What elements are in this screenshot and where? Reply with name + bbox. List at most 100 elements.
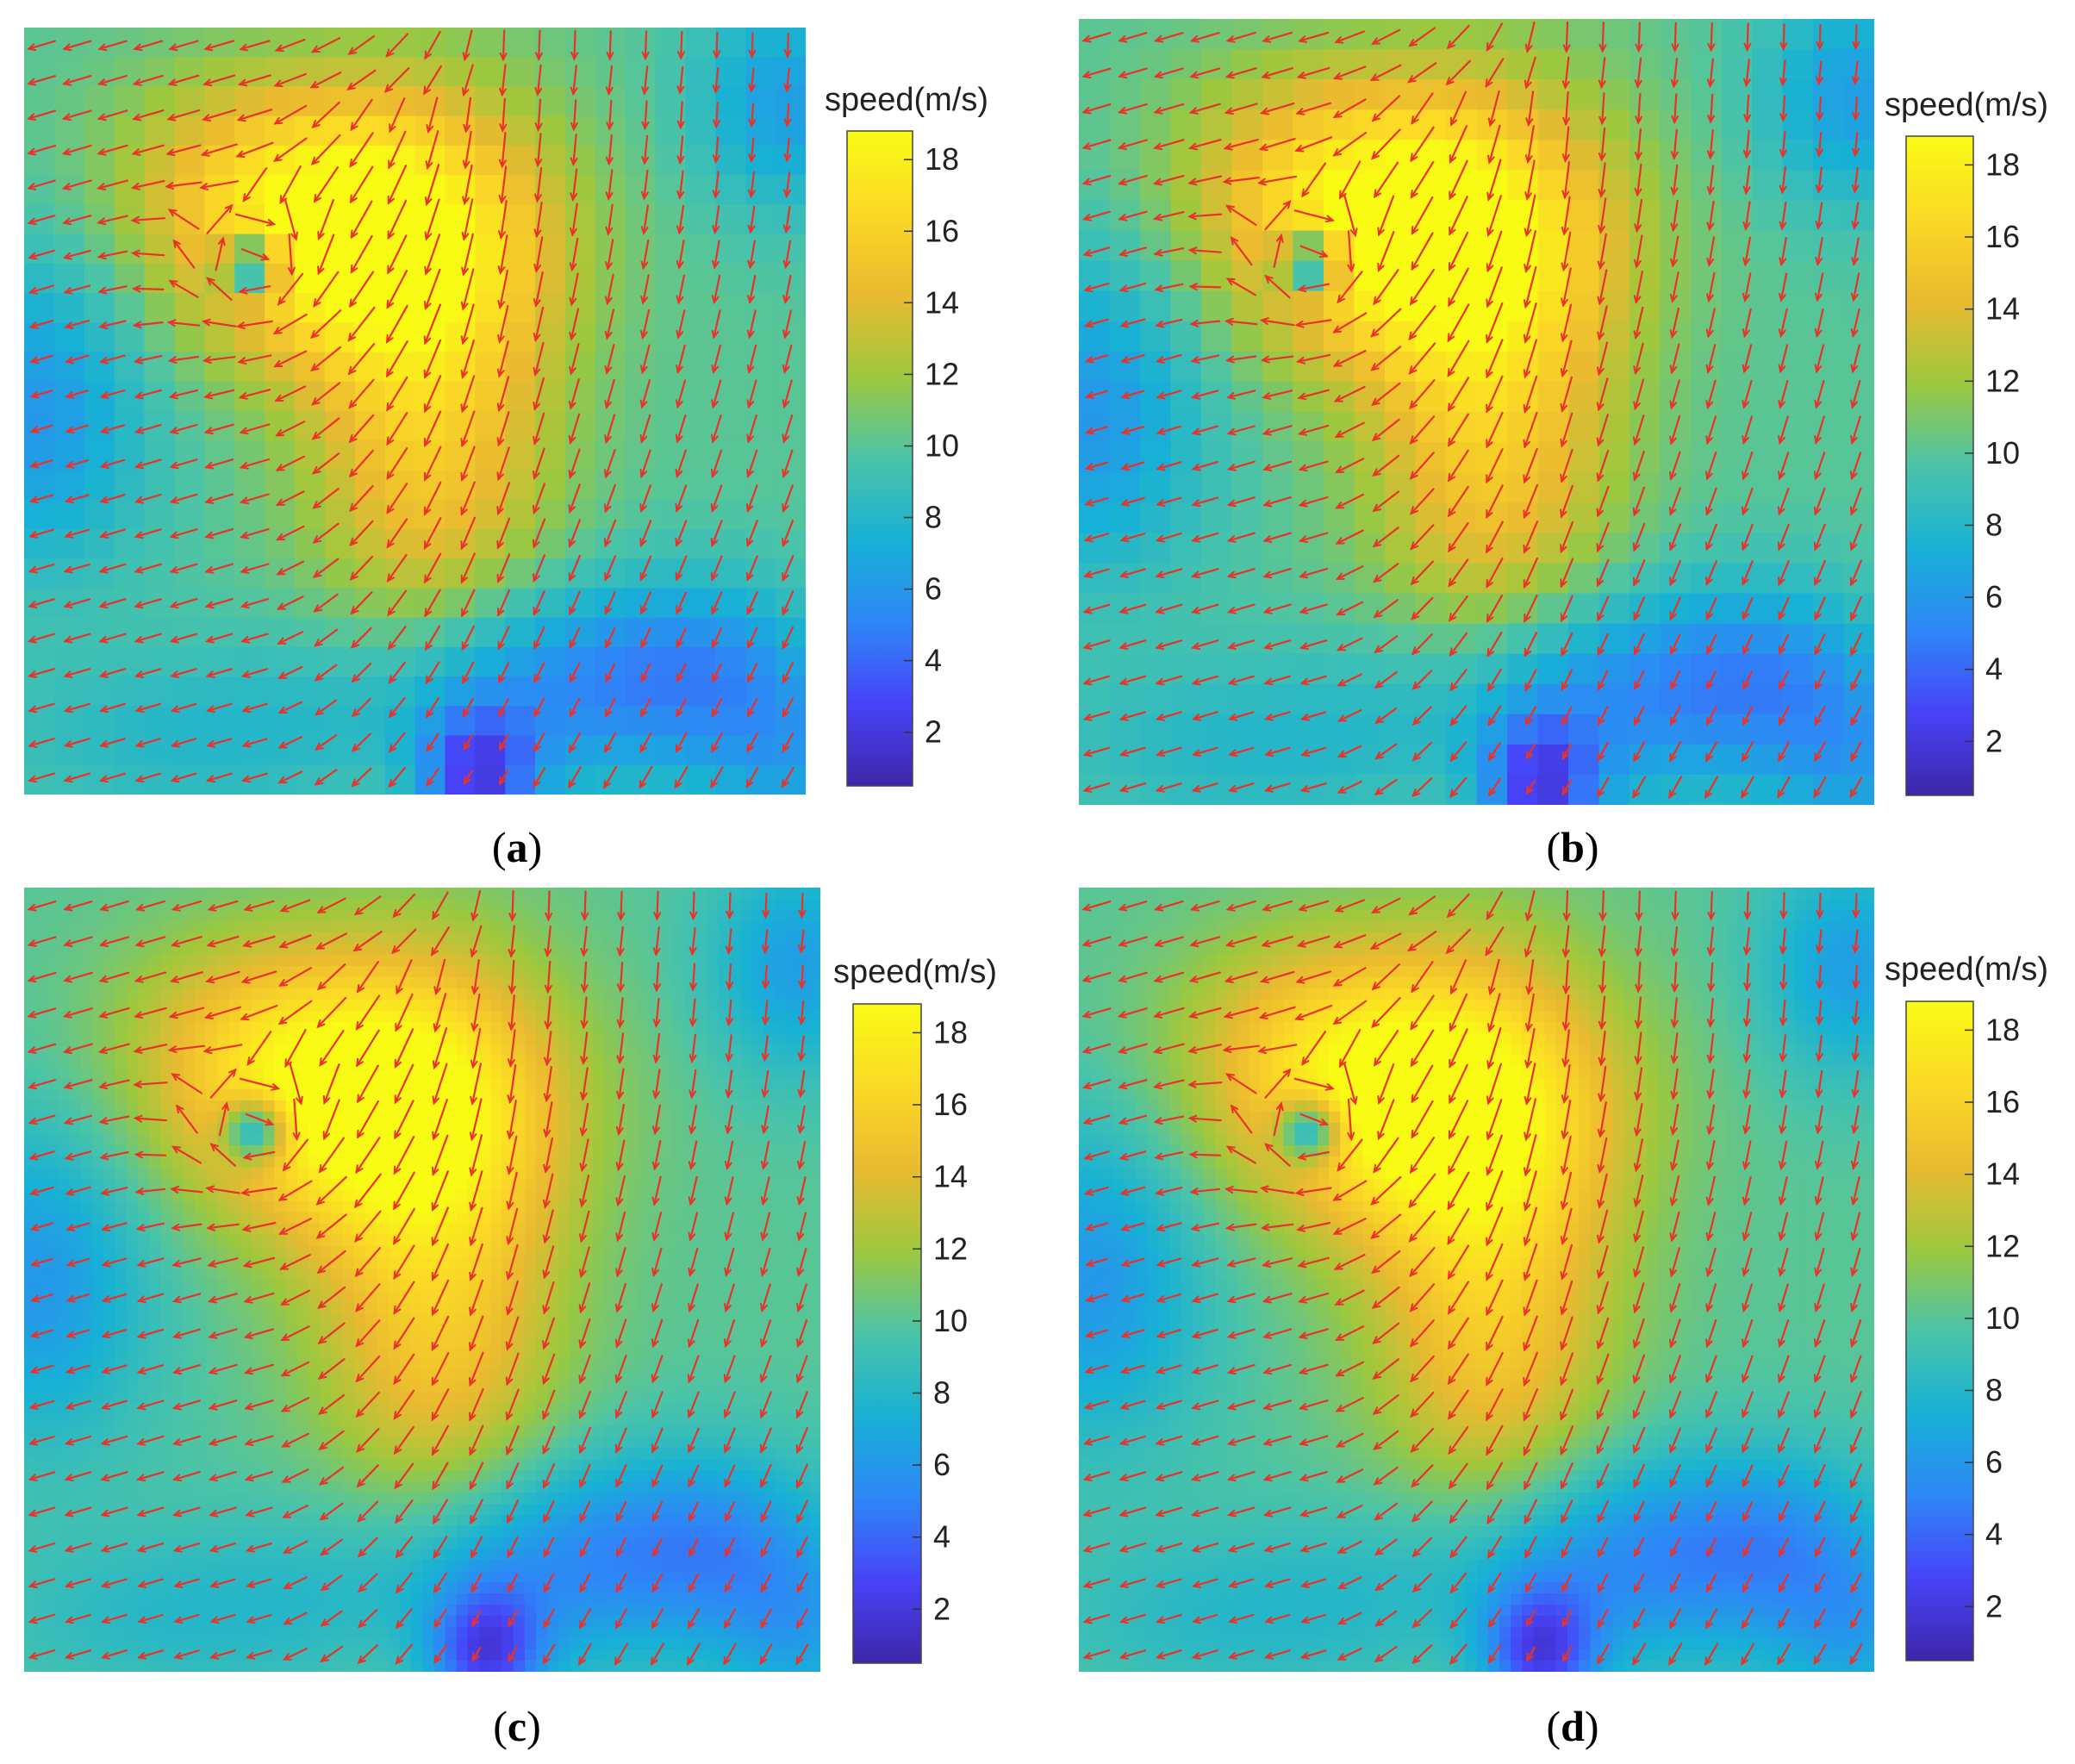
heatmap-cell [342,1179,355,1191]
vector-arrow [1779,201,1787,231]
heatmap-cell [58,966,71,978]
vector-arrow [1633,378,1645,411]
vector-arrow [1119,675,1147,686]
heatmap-cell [672,1280,685,1292]
heatmap-cell [195,1212,207,1225]
vector-arrow [1524,194,1536,238]
heatmap-cell [377,899,389,911]
vector-arrow [426,768,439,788]
vector-arrow [1523,520,1539,554]
heatmap-cell [564,145,596,176]
vector-arrow [1814,633,1826,656]
heatmap-cell [445,1123,458,1135]
heatmap-cell [92,1280,105,1292]
vector-arrow [28,494,54,504]
heatmap-cell [377,944,389,956]
heatmap-cell [320,1179,333,1191]
vector-arrow [98,772,127,783]
heatmap-cell [1140,502,1172,534]
heatmap-cell [308,1291,321,1303]
heatmap-cell [24,1168,36,1180]
heatmap-cell [490,910,503,922]
vector-arrow [1742,379,1753,409]
heatmap-cell [377,1156,389,1169]
heatmap-cell [638,1056,651,1068]
vector-arrow [782,662,794,684]
heatmap-cell [604,1112,617,1124]
heatmap-cell [138,1100,150,1113]
heatmap-cell [751,888,764,900]
heatmap-cell [365,955,377,967]
vector-arrow [134,598,163,609]
vector-arrow [1596,485,1610,518]
vector-arrow [1778,596,1790,621]
heatmap-cell [490,1134,503,1146]
heatmap-cell [149,1268,162,1281]
heatmap-cell [1598,683,1630,715]
heatmap-cell [195,1145,207,1157]
heatmap-cell [1598,442,1630,473]
heatmap-cell [263,1235,276,1247]
heatmap-cell [445,955,458,967]
heatmap-cell [786,1056,799,1068]
heatmap-cell [564,28,596,59]
vector-arrow [274,38,306,53]
vector-arrow [133,354,163,365]
heatmap-cell [149,1067,162,1079]
heatmap-cell [1568,774,1600,805]
heatmap-cell [35,1056,48,1068]
heatmap-cell [24,888,36,900]
heatmap-cell [625,381,657,412]
heatmap-cell [479,888,491,900]
heatmap-cell [661,1067,674,1079]
heatmap-cell [410,1011,423,1023]
heatmap-cell [320,1000,333,1012]
heatmap-cell [672,1257,685,1269]
heatmap-cell [745,676,776,707]
heatmap-cell [114,145,146,176]
heatmap-cell [324,588,356,619]
heatmap-cell [171,955,184,967]
heatmap-cell [604,1201,617,1213]
vector-arrow [570,99,578,132]
heatmap-cell [69,1235,82,1247]
vector-arrow [783,103,792,128]
heatmap-cell [740,988,753,1000]
heatmap-cell [274,921,287,933]
heatmap-cell [195,1235,207,1247]
heatmap-cell [342,1201,355,1213]
heatmap-cell [581,955,594,967]
heatmap-cell [490,1000,503,1012]
heatmap-cell [414,263,446,294]
heatmap-cell [1109,623,1141,655]
heatmap-cell [263,1302,276,1314]
heatmap-cell [536,1291,548,1303]
heatmap-cell [103,1246,116,1258]
heatmap-cell [1354,200,1386,232]
heatmap-cell [1476,683,1508,715]
vector-arrow [1850,272,1860,302]
heatmap-cell [114,175,146,206]
heatmap-cell [138,1280,150,1292]
heatmap-cell [308,1011,321,1023]
heatmap-cell [672,1000,685,1012]
heatmap-cell [92,1123,105,1135]
heatmap-cell [558,1280,571,1292]
heatmap-cell [604,1291,617,1303]
heatmap-cell [661,977,674,989]
heatmap-cell [1537,200,1569,232]
heatmap-cell [715,28,747,59]
vector-arrow [1299,782,1327,793]
heatmap-cell [535,558,566,589]
heatmap-cell [174,293,206,324]
heatmap-cell [456,910,469,922]
vector-arrow [746,732,758,753]
heatmap-cell [53,204,85,235]
vector-arrow [170,738,196,748]
heatmap-cell [524,899,537,911]
vector-arrow [1191,675,1219,686]
heatmap-cell [740,1156,753,1169]
heatmap-cell [707,1291,719,1303]
heatmap-cell [1691,623,1723,655]
heatmap-cell [505,28,536,59]
